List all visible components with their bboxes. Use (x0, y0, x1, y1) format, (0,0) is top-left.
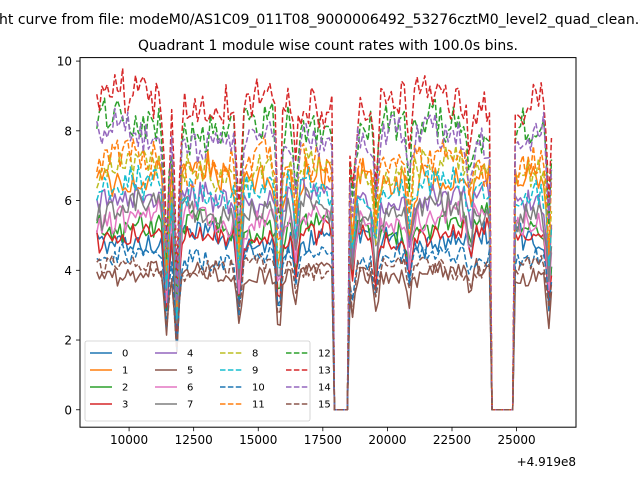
plot-border (79, 57, 577, 428)
x-tick-label-10000: 10000 (110, 433, 148, 447)
series-line-14 (96, 107, 553, 411)
series-line-10 (96, 243, 553, 411)
series-line-13 (96, 67, 553, 411)
legend-label-4: 4 (187, 349, 193, 360)
legend-label-12: 12 (318, 349, 331, 360)
x-tick-label-22500: 22500 (433, 433, 471, 447)
x-tick-label-17500: 17500 (304, 433, 342, 447)
legend-label-3: 3 (122, 400, 128, 411)
legend-label-14: 14 (318, 383, 331, 394)
legend-label-13: 13 (318, 366, 331, 377)
legend-label-1: 1 (122, 366, 128, 377)
y-tick-label-2: 2 (64, 334, 72, 348)
y-tick-label-8: 8 (64, 124, 72, 138)
y-tick-label-4: 4 (64, 264, 72, 278)
x-offset-label: +4.919e8 (517, 455, 576, 469)
series-line-11 (96, 134, 553, 411)
series-line-15 (96, 253, 553, 411)
chart-title: Quadrant 1 module wise count rates with … (138, 38, 518, 54)
figure-suptitle: Light curve from file: modeM0/AS1C09_011… (0, 12, 640, 28)
legend-label-8: 8 (252, 349, 258, 360)
legend-label-9: 9 (252, 366, 258, 377)
x-tick-label-15000: 15000 (239, 433, 277, 447)
legend-box (84, 340, 311, 422)
y-tick-label-0: 0 (64, 403, 72, 417)
x-tick-label-25000: 25000 (497, 433, 535, 447)
legend-label-2: 2 (122, 383, 128, 394)
x-tick-label-12500: 12500 (175, 433, 213, 447)
series-layer (96, 67, 553, 411)
series-line-8 (96, 145, 553, 411)
series-line-3 (96, 217, 553, 411)
legend-label-7: 7 (187, 400, 193, 411)
x-tick-label-20000: 20000 (368, 433, 406, 447)
axes-layer: 10000 12500 15000 17500 20000 22500 25000 0 2 4 6 8… (57, 55, 536, 448)
legend-label-10: 10 (252, 383, 265, 394)
legend-label-0: 0 (122, 349, 128, 360)
legend-label-11: 11 (252, 400, 265, 411)
series-line-9 (96, 164, 553, 411)
legend-label-15: 15 (318, 400, 331, 411)
legend-label-5: 5 (187, 366, 193, 377)
y-tick-label-6: 6 (64, 194, 72, 208)
legend-label-6: 6 (187, 383, 193, 394)
y-tick-label-10: 10 (57, 55, 72, 69)
series-line-5 (96, 257, 553, 411)
